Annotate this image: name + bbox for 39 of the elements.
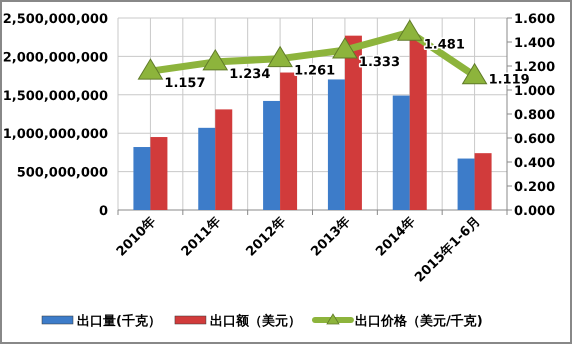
- point: [268, 46, 293, 68]
- bar: [263, 100, 280, 210]
- bar: [344, 36, 362, 210]
- bar: [150, 137, 168, 210]
- y2-tick-label: 1.400: [514, 36, 556, 51]
- point: [138, 58, 163, 80]
- y2-tick-label: 0.800: [514, 108, 556, 123]
- y2-tick-label: 0.400: [514, 156, 556, 171]
- y2-tick-label: 0.000: [514, 204, 556, 219]
- point: [397, 20, 422, 41]
- point: [462, 63, 488, 84]
- y2-tick-label: 1.000: [514, 84, 556, 99]
- y-tick-label: 1,000,000,000: [2, 127, 108, 142]
- y-tick-label: 0: [98, 204, 108, 219]
- bar: [410, 40, 427, 210]
- y2-tick-label: 0.600: [514, 132, 556, 147]
- y-tick-label: 2,000,000,000: [2, 50, 108, 66]
- data-label: 1.157: [164, 76, 206, 92]
- bar: [474, 153, 492, 210]
- bar: [133, 147, 150, 210]
- legend-label: 出口额（美元）: [210, 313, 301, 329]
- point: [202, 49, 228, 70]
- legend-label: 出口价格（美元/千克): [354, 313, 483, 329]
- legend-label: 出口量(千克）: [77, 313, 161, 329]
- y-tick-label: 1,500,000,000: [2, 88, 108, 104]
- data-label: 1.234: [229, 66, 270, 82]
- y-tick-label: 500,000,000: [16, 166, 108, 181]
- bar: [280, 72, 298, 210]
- bar: [198, 128, 216, 210]
- y-tick-label: 2,500,000,000: [2, 12, 108, 27]
- bar: [392, 96, 410, 210]
- y2-tick-label: 1.200: [514, 60, 556, 75]
- data-label: 1.261: [294, 64, 336, 79]
- bar: [328, 79, 345, 210]
- y2-tick-label: 0.200: [514, 180, 556, 195]
- bar: [215, 109, 232, 210]
- bar: [458, 158, 475, 210]
- y2-tick-label: 1.600: [514, 12, 556, 27]
- point: [332, 38, 358, 59]
